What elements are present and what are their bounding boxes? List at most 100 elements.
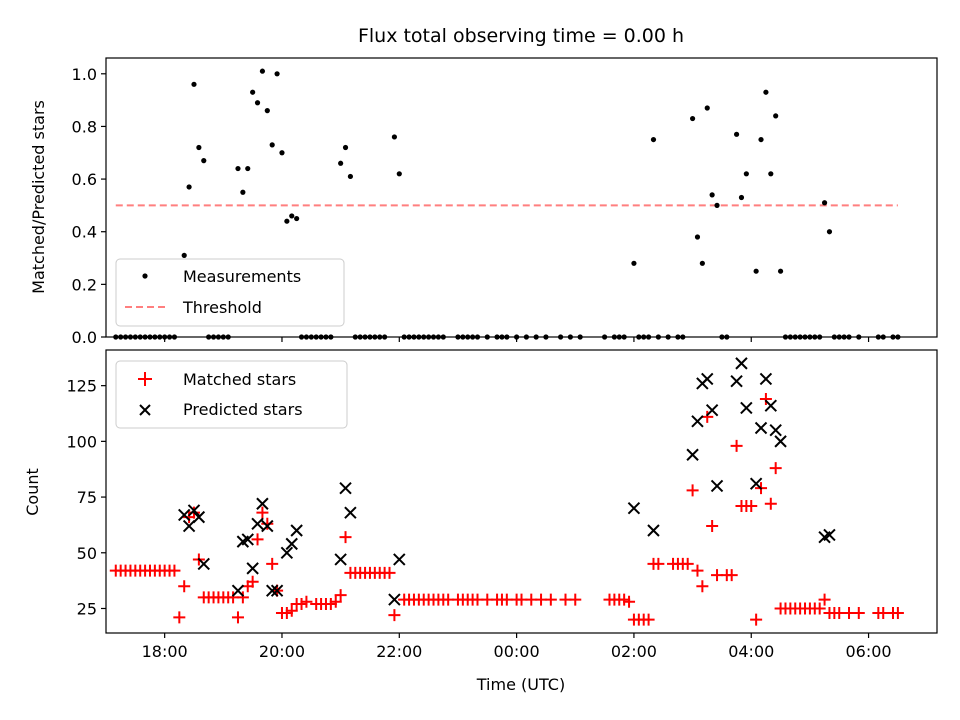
matched-star-point — [759, 393, 772, 406]
matched-star-point — [168, 564, 181, 577]
matched-star-point — [769, 462, 782, 475]
matched-star-point — [691, 564, 704, 577]
matched-star-point — [231, 611, 244, 624]
measurement-point — [753, 268, 759, 274]
predicted-star-point — [187, 504, 201, 517]
predicted-star-point — [740, 401, 753, 415]
measurement-point — [289, 213, 295, 219]
predicted-stars-series — [178, 357, 836, 606]
measurement-point — [650, 136, 657, 143]
bottom-y-tick-label: 50 — [77, 544, 97, 563]
matched-star-point — [251, 533, 264, 546]
matched-star-point — [261, 517, 274, 530]
matched-star-point — [236, 591, 249, 604]
predicted-star-point — [339, 481, 352, 495]
matched-star-point — [383, 566, 396, 579]
predicted-star-point — [241, 533, 254, 546]
predicted-star-point — [759, 372, 773, 386]
predicted-star-point — [285, 537, 298, 551]
bottom-y-axis-label: Count — [23, 468, 42, 516]
measurement-point — [186, 184, 192, 190]
predicted-star-point — [754, 421, 768, 435]
matched-star-point — [852, 606, 865, 619]
matched-star-point — [813, 602, 826, 615]
measurement-point — [259, 68, 266, 74]
bottom-y-tick-label: 125 — [66, 377, 97, 396]
x-tick-label: 02:00 — [611, 642, 657, 661]
predicted-star-point — [265, 584, 279, 597]
measurement-point — [396, 171, 402, 177]
predicted-star-point — [192, 510, 206, 524]
measurement-point — [347, 173, 354, 180]
measurement-point — [704, 105, 710, 111]
predicted-star-point — [178, 508, 191, 522]
matched-star-point — [173, 611, 186, 624]
measurement-point — [733, 131, 740, 137]
legend-measurements-marker — [142, 273, 148, 279]
measurement-point — [240, 189, 246, 195]
matched-star-point — [266, 557, 279, 570]
matched-star-point — [388, 609, 401, 622]
matched-star-point — [569, 593, 582, 606]
matched-star-point — [334, 589, 347, 602]
measurement-point — [269, 142, 275, 148]
top-plot-frame — [105, 57, 938, 338]
predicted-star-point — [774, 435, 787, 448]
matched-star-point — [730, 439, 743, 452]
predicted-star-point — [627, 502, 641, 515]
measurement-point — [694, 234, 701, 240]
predicted-star-point — [735, 357, 748, 370]
measurement-point — [279, 150, 285, 156]
measurement-point — [181, 252, 187, 259]
predicted-star-point — [705, 403, 719, 417]
legend-predicted-marker — [139, 404, 151, 416]
x-tick-label: 04:00 — [728, 642, 774, 661]
predicted-star-point — [730, 374, 743, 388]
bottom-plot-frame — [105, 349, 938, 634]
measurement-point — [777, 268, 784, 274]
legend-threshold-label: Threshold — [182, 298, 262, 317]
predicted-star-point — [261, 519, 274, 533]
measurement-point — [201, 158, 207, 164]
x-tick-label: 22:00 — [376, 642, 422, 661]
legend-matched-marker — [138, 372, 152, 386]
x-tick-label: 18:00 — [142, 642, 188, 661]
predicted-star-point — [691, 415, 704, 428]
measurement-point — [338, 160, 344, 166]
top-y-axis-label: Matched/Predicted stars — [29, 100, 48, 294]
x-tick-label: 00:00 — [494, 642, 540, 661]
legend-predicted-label: Predicted stars — [183, 400, 303, 419]
measurement-point — [284, 218, 290, 224]
matched-star-point — [652, 557, 665, 570]
count-panel: Count Time (UTC) 25 50 75 100 125 18:00 20:00… — [23, 349, 938, 694]
matched-star-point — [745, 499, 758, 512]
measurement-point — [773, 113, 779, 119]
predicted-star-point — [334, 553, 347, 566]
matched-star-point — [329, 595, 342, 608]
bottom-y-tick-label: 25 — [77, 599, 97, 618]
measurement-point — [631, 260, 637, 266]
chart-title: Flux total observing time = 0.00 h — [358, 25, 684, 47]
matched-star-point — [818, 593, 831, 606]
measurement-point — [768, 171, 774, 177]
legend-matched-label: Matched stars — [183, 370, 296, 389]
measurement-point — [274, 71, 280, 77]
x-tick-label: 20:00 — [259, 642, 305, 661]
measurement-point — [254, 100, 261, 106]
predicted-star-point — [388, 593, 401, 606]
measurement-point — [196, 144, 202, 151]
bottom-y-axis: 25 50 75 100 125 — [66, 377, 106, 618]
matched-star-point — [300, 595, 313, 608]
top-legend: Measurements Threshold — [115, 258, 345, 327]
matched-star-point — [256, 506, 269, 519]
ratio-panel: Flux total observing time = 0.00 h Match… — [29, 25, 938, 347]
predicted-star-point — [769, 424, 782, 437]
measurement-point — [826, 229, 833, 235]
measurement-point — [821, 200, 828, 206]
matched-star-point — [750, 613, 763, 626]
matched-star-point — [544, 593, 557, 606]
matched-star-point — [686, 484, 699, 497]
measurement-point — [714, 202, 720, 208]
legend-measurements-label: Measurements — [183, 267, 301, 286]
